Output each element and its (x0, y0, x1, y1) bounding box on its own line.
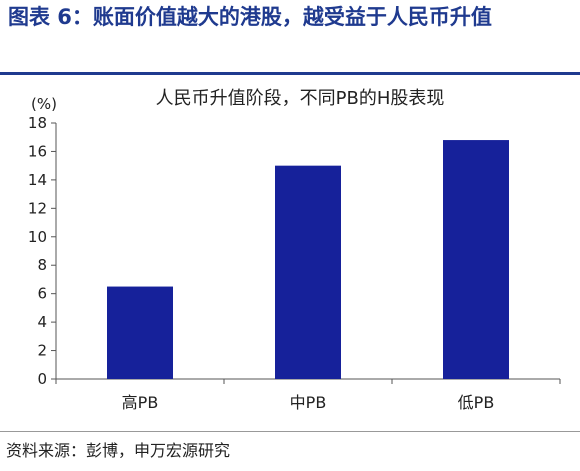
y-tick-label: 6 (37, 285, 47, 303)
x-category-label: 中PB (290, 393, 327, 412)
y-tick-label: 16 (28, 142, 47, 160)
y-tick-label: 10 (28, 228, 47, 246)
y-tick-label: 12 (28, 199, 47, 217)
y-axis-unit-label: (%) (31, 95, 57, 113)
bar-chart: 人民币升值阶段，不同PB的H股表现 (%) 0 2 4 6 8 10 12 14 16 18 高PB… (28, 88, 561, 412)
bar-2 (275, 165, 341, 379)
chart-title: 人民币升值阶段，不同PB的H股表现 (156, 88, 445, 109)
y-tick-label: 2 (37, 342, 47, 360)
y-tick-label: 14 (28, 171, 47, 189)
source-note: 资料来源：彭博，申万宏源研究 (6, 441, 231, 460)
x-category-label: 低PB (458, 393, 495, 412)
title-divider (0, 72, 580, 75)
source-divider (0, 431, 580, 432)
bar-1 (107, 286, 173, 379)
y-tick-label: 18 (28, 114, 47, 132)
plot-area: 0 2 4 6 8 10 12 14 16 18 高PB 中PB 低PB (28, 114, 561, 412)
bar-3 (443, 140, 509, 379)
x-category-label: 高PB (122, 393, 159, 412)
y-tick-label: 8 (37, 256, 47, 274)
y-tick-label: 0 (37, 370, 47, 388)
figure-title: 图表 6：账面价值越大的港股，越受益于人民币升值 (8, 5, 492, 29)
y-tick-label: 4 (37, 313, 47, 331)
